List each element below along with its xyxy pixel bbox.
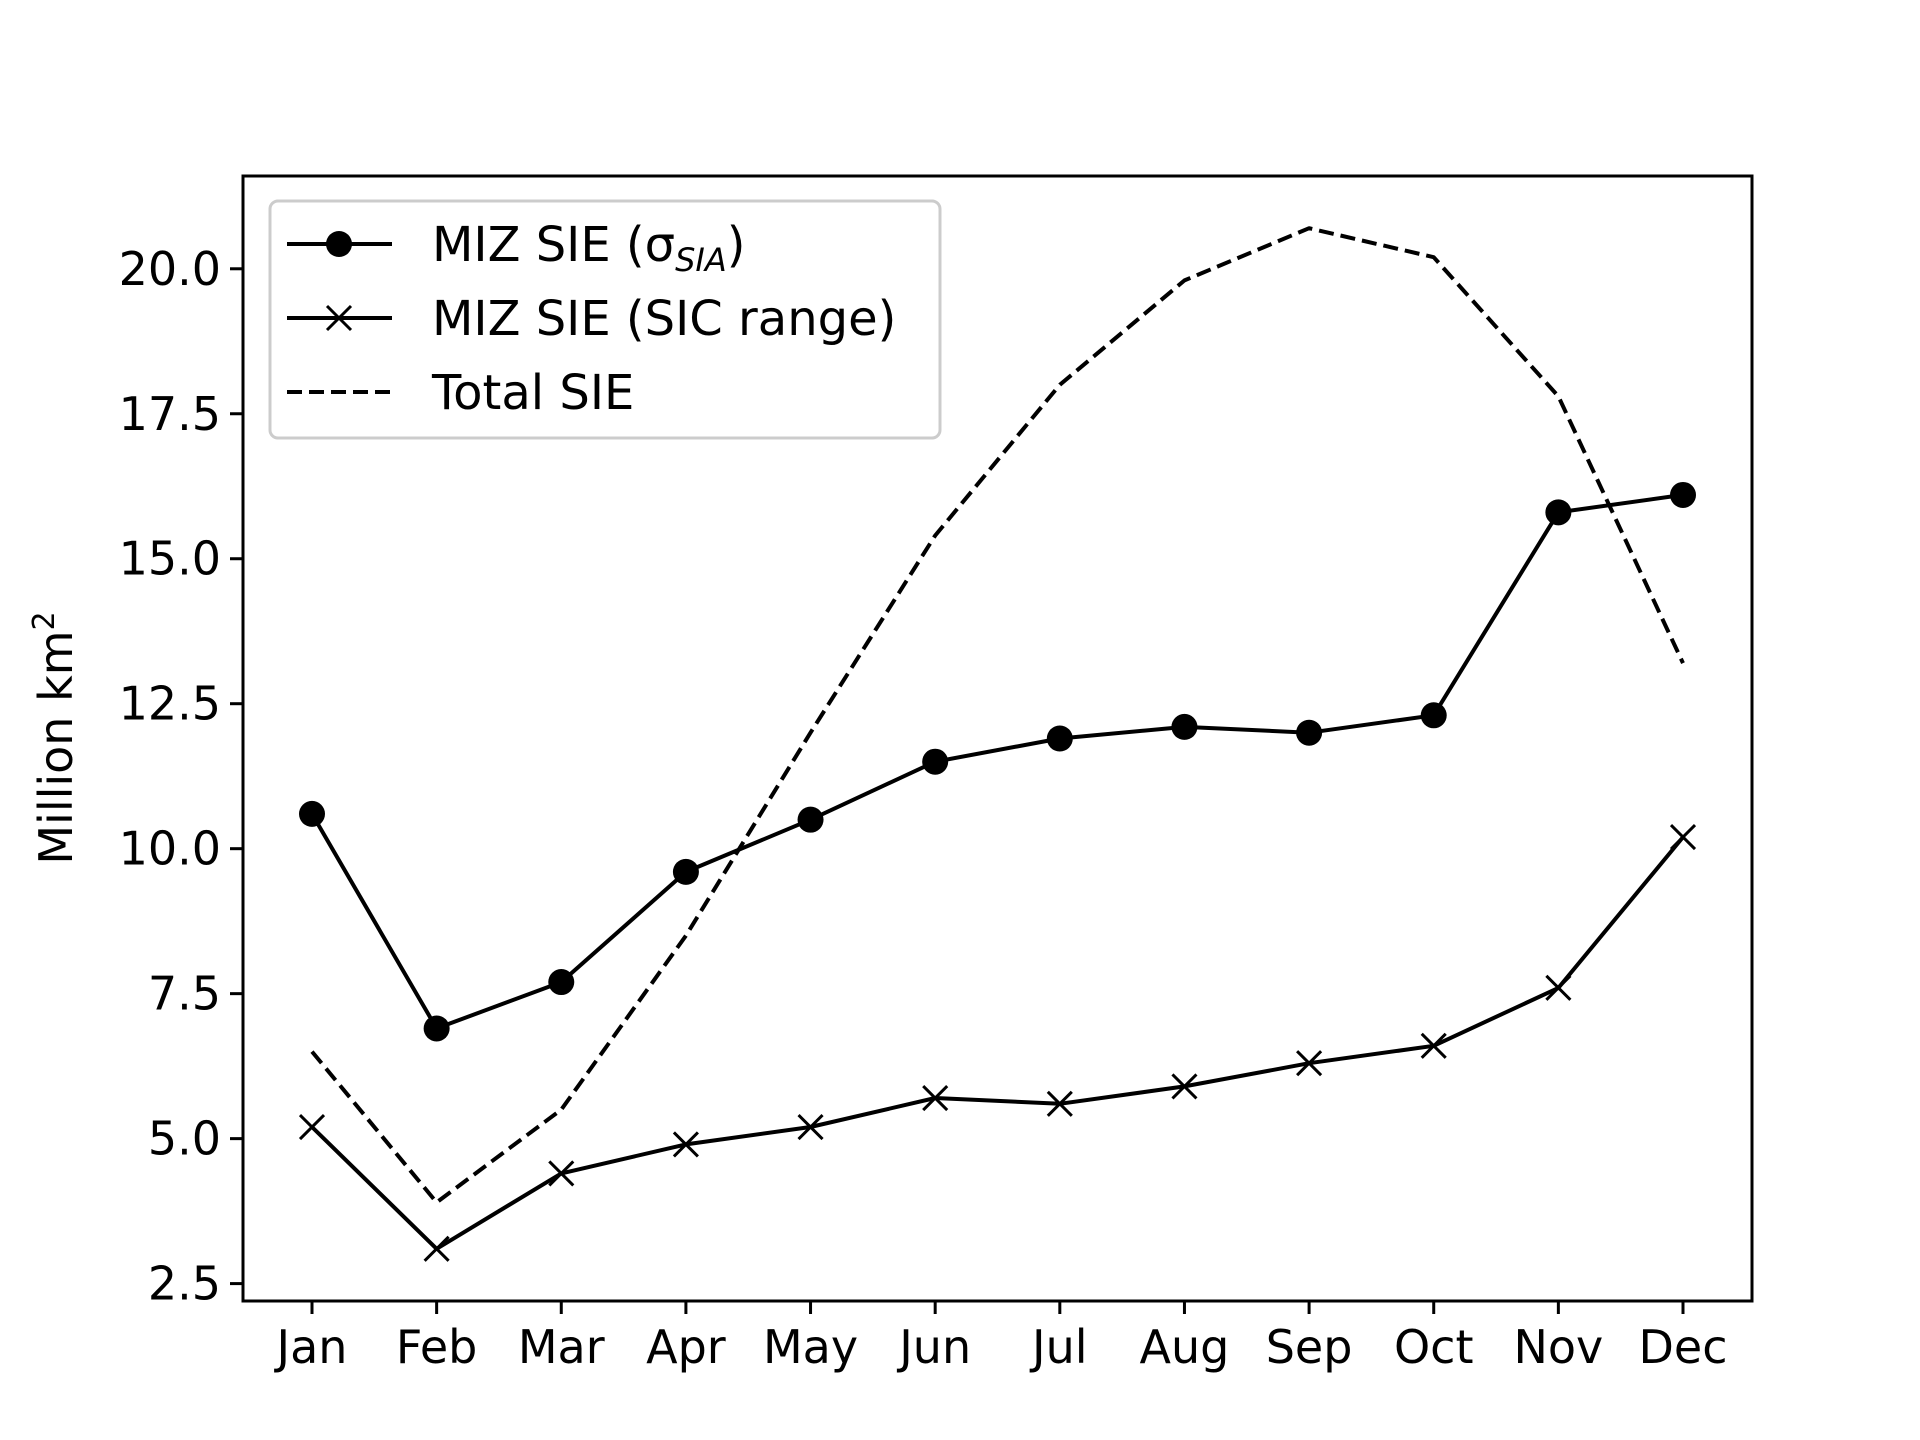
y-tick-label: 5.0 xyxy=(148,1112,221,1166)
data-point xyxy=(1046,1090,1073,1117)
series-3 xyxy=(310,226,1685,1205)
data-point xyxy=(1420,1032,1447,1059)
series-2 xyxy=(298,824,1697,1262)
legend-entry: Total SIE xyxy=(287,365,634,421)
plot-frame xyxy=(241,174,1754,1303)
data-point xyxy=(1420,702,1447,729)
y-tick-label: 12.5 xyxy=(119,677,221,731)
y-tick-label: 10.0 xyxy=(119,822,221,876)
legend-label: MIZ SIE (σSIA) xyxy=(432,217,745,279)
series-layer xyxy=(298,226,1697,1262)
legend-marker xyxy=(325,304,353,332)
data-point xyxy=(1669,824,1697,851)
data-point xyxy=(1171,1073,1198,1100)
x-tick-label: Oct xyxy=(1394,1320,1474,1374)
x-tick-label: May xyxy=(763,1320,858,1374)
data-point xyxy=(1171,713,1198,740)
x-tick-label: Sep xyxy=(1266,1320,1353,1374)
y-tick-label: 17.5 xyxy=(119,387,221,441)
legend: MIZ SIE (σSIA) MIZ SIE (SIC range) Total S… xyxy=(268,199,942,440)
series-line xyxy=(310,835,1685,1251)
x-tick-label: Mar xyxy=(518,1320,605,1374)
x-tick-label: Feb xyxy=(396,1320,477,1374)
data-point xyxy=(298,1113,326,1141)
legend-label: Total SIE xyxy=(431,365,634,421)
y-tick-label: 2.5 xyxy=(148,1257,221,1311)
data-point xyxy=(797,806,824,833)
x-tick-label: Apr xyxy=(646,1320,726,1374)
data-point xyxy=(548,969,575,996)
data-point xyxy=(797,1113,824,1141)
data-point xyxy=(423,1015,450,1042)
series-line xyxy=(310,492,1684,1031)
legend-entry: MIZ SIE (σSIA) xyxy=(287,217,745,279)
data-point xyxy=(1046,725,1073,752)
y-tick-label: 20.0 xyxy=(119,242,221,296)
data-point xyxy=(1296,719,1323,746)
x-tick-label: Jan xyxy=(274,1320,348,1374)
y-axis: 2.5 5.0 7.5 10.0 12.5 15.0 17.5 20.0 xyxy=(119,242,243,1311)
data-point xyxy=(548,1160,575,1187)
x-tick-label: Aug xyxy=(1140,1320,1230,1374)
data-point xyxy=(1545,499,1572,526)
x-tick-label: Dec xyxy=(1638,1320,1727,1374)
legend-marker xyxy=(326,231,352,257)
series-line xyxy=(310,226,1685,1205)
data-point xyxy=(1296,1050,1323,1077)
x-tick-label: Jun xyxy=(896,1320,971,1374)
y-tick-label: 15.0 xyxy=(119,532,221,586)
data-point xyxy=(922,748,949,775)
legend-label: MIZ SIE (SIC range) xyxy=(432,291,896,347)
y-axis-label-text: Million km xyxy=(29,630,83,864)
x-tick-label: Nov xyxy=(1513,1320,1603,1374)
data-point xyxy=(423,1235,450,1262)
x-axis: Jan Feb Mar Apr May Jun Jul Aug Sep Oct Nov Dec xyxy=(274,1301,1728,1374)
series-1 xyxy=(299,481,1696,1042)
legend-box xyxy=(268,199,942,440)
y-axis-label-superscript: 2 xyxy=(27,611,62,630)
x-tick-label: Jul xyxy=(1029,1320,1088,1374)
data-point xyxy=(1545,974,1572,1001)
y-tick-label: 7.5 xyxy=(148,967,221,1021)
data-point xyxy=(672,858,699,885)
legend-entry: MIZ SIE (SIC range) xyxy=(287,291,896,347)
data-point xyxy=(922,1084,949,1112)
data-point xyxy=(1670,481,1696,508)
data-point xyxy=(672,1131,699,1158)
y-axis-label: Million km2 xyxy=(27,611,83,864)
data-point xyxy=(299,800,325,827)
